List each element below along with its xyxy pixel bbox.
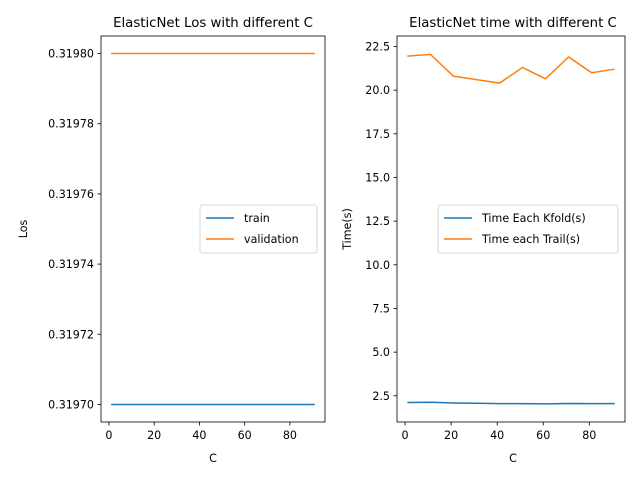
loss-chart-y-tick-label: 0.31980 <box>48 48 94 61</box>
time-chart-series-line-2 <box>407 53 615 84</box>
loss-chart-legend-label: validation <box>244 233 299 246</box>
time-chart-y-ticks: 2.5 5.0 7.5 10.0 12.5 15.0 17.5 20.0 22.5 <box>365 40 397 403</box>
time-chart-x-ticks: 0 20 40 60 80 <box>402 422 596 442</box>
time-chart-x-tick-label: 60 <box>536 429 550 442</box>
time-chart-legend-label: Time Each Kfold(s) <box>481 212 586 225</box>
time-chart-x-tick-label: 80 <box>582 429 596 442</box>
loss-chart-y-tick-label: 0.31976 <box>48 188 94 201</box>
time-chart-x-tick-label: 0 <box>402 429 409 442</box>
loss-chart-y-label: Los <box>17 220 30 239</box>
time-chart-y-tick-label: 20.0 <box>365 84 390 97</box>
loss-chart-legend: train validation <box>199 204 318 254</box>
loss-chart-y-tick-label: 0.31974 <box>48 258 94 271</box>
loss-chart-x-ticks: 0 20 40 60 80 <box>105 422 297 442</box>
time-chart-y-tick-label: 12.5 <box>365 215 390 228</box>
loss-chart-lines <box>111 52 315 406</box>
loss-chart: ElasticNet Los with different C 0 20 40 60 8… <box>17 16 326 465</box>
time-chart: ElasticNet time with different C 0 20 40 60… <box>341 16 626 465</box>
time-chart-y-tick-label: 7.5 <box>372 302 390 315</box>
loss-chart-legend-label: train <box>244 212 270 225</box>
time-chart-legend-box <box>437 204 619 254</box>
time-chart-x-tick-label: 40 <box>490 429 504 442</box>
loss-chart-title: ElasticNet Los with different C <box>113 16 313 31</box>
time-chart-legend: Time Each Kfold(s) Time each Trail(s) <box>437 204 619 254</box>
time-chart-series-line-1 <box>407 401 615 405</box>
loss-chart-x-tick-label: 20 <box>147 429 161 442</box>
time-chart-y-tick-label: 15.0 <box>365 171 390 184</box>
loss-chart-y-tick-label: 0.31972 <box>48 328 94 341</box>
loss-chart-x-tick-label: 0 <box>105 429 112 442</box>
time-chart-y-tick-label: 10.0 <box>365 259 390 272</box>
loss-chart-y-ticks: 0.31970 0.31972 0.31974 0.31976 0.31978 0.319… <box>48 48 101 411</box>
time-chart-title: ElasticNet time with different C <box>409 16 617 31</box>
loss-chart-x-tick-label: 80 <box>283 429 297 442</box>
time-chart-legend-label: Time each Trail(s) <box>481 233 580 246</box>
loss-chart-plot-area <box>100 35 326 423</box>
time-chart-y-tick-label: 2.5 <box>372 390 390 403</box>
time-chart-y-tick-label: 17.5 <box>365 128 390 141</box>
time-chart-x-tick-label: 20 <box>444 429 458 442</box>
time-chart-lines <box>407 53 615 405</box>
time-chart-x-label: C <box>509 452 517 465</box>
loss-chart-x-tick-label: 60 <box>238 429 252 442</box>
loss-chart-legend-box <box>199 204 318 254</box>
loss-chart-y-tick-label: 0.31978 <box>48 118 94 131</box>
loss-chart-y-tick-label: 0.31970 <box>48 398 94 411</box>
time-chart-plot-area <box>396 35 626 423</box>
time-chart-y-tick-label: 5.0 <box>372 346 390 359</box>
loss-chart-x-label: C <box>209 452 217 465</box>
time-chart-y-tick-label: 22.5 <box>365 40 390 53</box>
loss-chart-x-tick-label: 40 <box>192 429 206 442</box>
time-chart-y-label: Time(s) <box>341 208 354 251</box>
